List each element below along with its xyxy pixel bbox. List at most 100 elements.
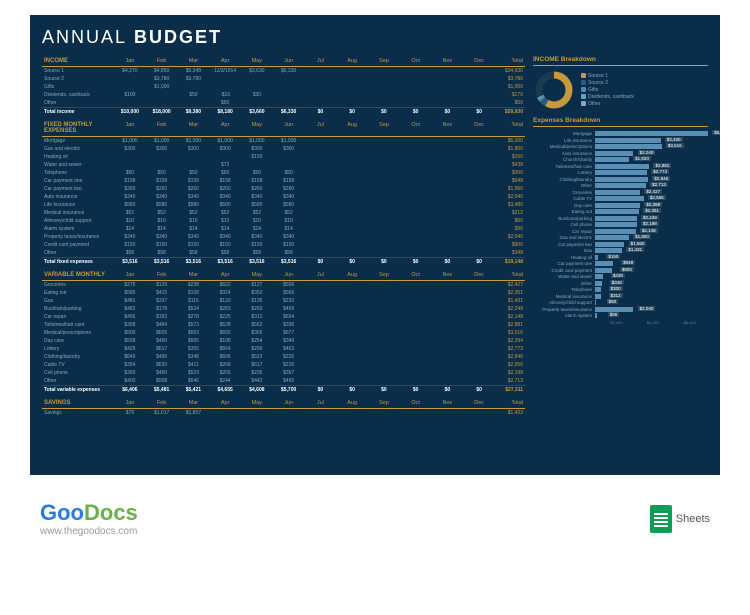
table-row[interactable]: Clothing/laundry$649$495$348$606$523$225… — [42, 353, 525, 361]
cell[interactable] — [273, 75, 305, 83]
cell[interactable]: $260 — [241, 185, 273, 193]
cell[interactable]: $622 — [209, 281, 241, 289]
cell[interactable] — [336, 233, 368, 241]
cell[interactable]: $6,330 — [273, 67, 305, 75]
cell[interactable] — [241, 409, 273, 417]
cell[interactable] — [178, 83, 210, 91]
cell[interactable] — [368, 281, 400, 289]
table-row[interactable]: Medical insurance$52$52$52$52$52$52$312 — [42, 209, 525, 217]
cell[interactable]: $58 — [273, 249, 305, 257]
cell[interactable]: $450 — [146, 337, 178, 345]
cell[interactable]: $459 — [273, 305, 305, 313]
cell[interactable] — [305, 377, 337, 385]
cell[interactable]: $58 — [146, 249, 178, 257]
cell[interactable] — [400, 369, 432, 377]
cell[interactable] — [368, 209, 400, 217]
cell[interactable]: $58 — [178, 249, 210, 257]
cell[interactable] — [368, 91, 400, 99]
cell[interactable]: $58 — [241, 249, 273, 257]
cell[interactable]: $1,000 — [114, 137, 146, 145]
cell[interactable] — [368, 193, 400, 201]
cell[interactable]: $150 — [178, 241, 210, 249]
table-row[interactable]: Mortgage$1,000$1,000$1,000$1,000$1,000$1… — [42, 137, 525, 145]
cell[interactable] — [305, 169, 337, 177]
table-row[interactable]: Property taxes/insurance$340$340$340$340… — [42, 233, 525, 241]
table-row[interactable]: Telephone$50$50$50$50$50$50$300 — [42, 169, 525, 177]
cell[interactable] — [336, 353, 368, 361]
cell[interactable] — [432, 185, 464, 193]
cell[interactable] — [368, 361, 400, 369]
cell[interactable]: $10 — [114, 217, 146, 225]
cell[interactable] — [368, 289, 400, 297]
cell[interactable] — [305, 137, 337, 145]
cell[interactable]: $14 — [114, 225, 146, 233]
cell[interactable] — [336, 241, 368, 249]
cell[interactable] — [400, 137, 432, 145]
table-row[interactable]: Car repair$456$183$278$225$312$654$2,148 — [42, 313, 525, 321]
cell[interactable] — [368, 345, 400, 353]
cell[interactable] — [463, 345, 495, 353]
cell[interactable]: $1,000 — [178, 137, 210, 145]
cell[interactable] — [432, 137, 464, 145]
table-row[interactable]: Bus/train/parking$482$178$524$283$293$45… — [42, 305, 525, 313]
cell[interactable]: $127 — [241, 281, 273, 289]
cell[interactable]: $30 — [241, 91, 273, 99]
cell[interactable]: $300 — [273, 145, 305, 153]
cell[interactable] — [400, 281, 432, 289]
cell[interactable] — [432, 321, 464, 329]
cell[interactable]: $425 — [114, 345, 146, 353]
cell[interactable] — [305, 369, 337, 377]
cell[interactable]: $58 — [114, 249, 146, 257]
cell[interactable] — [432, 297, 464, 305]
cell[interactable] — [336, 297, 368, 305]
cell[interactable]: $508 — [146, 377, 178, 385]
cell[interactable] — [368, 337, 400, 345]
cell[interactable] — [336, 281, 368, 289]
cell[interactable] — [463, 177, 495, 185]
cell[interactable] — [336, 153, 368, 161]
cell[interactable]: $655 — [209, 329, 241, 337]
cell[interactable] — [336, 217, 368, 225]
cell[interactable] — [463, 233, 495, 241]
cell[interactable] — [463, 193, 495, 201]
cell[interactable] — [336, 137, 368, 145]
cell[interactable]: $300 — [241, 145, 273, 153]
table-row[interactable]: Gifts$1,000$1,000 — [42, 83, 525, 91]
cell[interactable]: $158 — [241, 177, 273, 185]
cell[interactable] — [432, 209, 464, 217]
cell[interactable]: $340 — [241, 233, 273, 241]
cell[interactable]: $340 — [146, 233, 178, 241]
cell[interactable] — [178, 161, 210, 169]
cell[interactable]: $677 — [273, 329, 305, 337]
cell[interactable]: $1,017 — [146, 409, 178, 417]
cell[interactable]: $5,348 — [178, 67, 210, 75]
cell[interactable] — [114, 153, 146, 161]
cell[interactable]: $564 — [209, 345, 241, 353]
cell[interactable] — [178, 153, 210, 161]
cell[interactable]: $580 — [273, 201, 305, 209]
cell[interactable]: $415 — [146, 289, 178, 297]
cell[interactable] — [368, 241, 400, 249]
cell[interactable]: $506 — [273, 281, 305, 289]
table-row[interactable]: Toiletries/hair care$358$484$573$528$562… — [42, 321, 525, 329]
cell[interactable] — [241, 75, 273, 83]
cell[interactable] — [336, 193, 368, 201]
cell[interactable] — [432, 145, 464, 153]
cell[interactable] — [368, 137, 400, 145]
cell[interactable] — [305, 91, 337, 99]
table-row[interactable]: Cell phone$350$450$523$265$235$367$2,198 — [42, 369, 525, 377]
cell[interactable]: $484 — [146, 321, 178, 329]
cell[interactable] — [463, 313, 495, 321]
cell[interactable]: $232 — [273, 297, 305, 305]
cell[interactable] — [400, 289, 432, 297]
cell[interactable]: $565 — [273, 289, 305, 297]
cell[interactable] — [305, 145, 337, 153]
cell[interactable]: $349 — [273, 337, 305, 345]
cell[interactable]: $573 — [178, 321, 210, 329]
cell[interactable]: $654 — [273, 313, 305, 321]
cell[interactable]: $340 — [114, 233, 146, 241]
cell[interactable] — [368, 177, 400, 185]
cell[interactable] — [368, 67, 400, 75]
cell[interactable] — [432, 177, 464, 185]
cell[interactable] — [463, 225, 495, 233]
